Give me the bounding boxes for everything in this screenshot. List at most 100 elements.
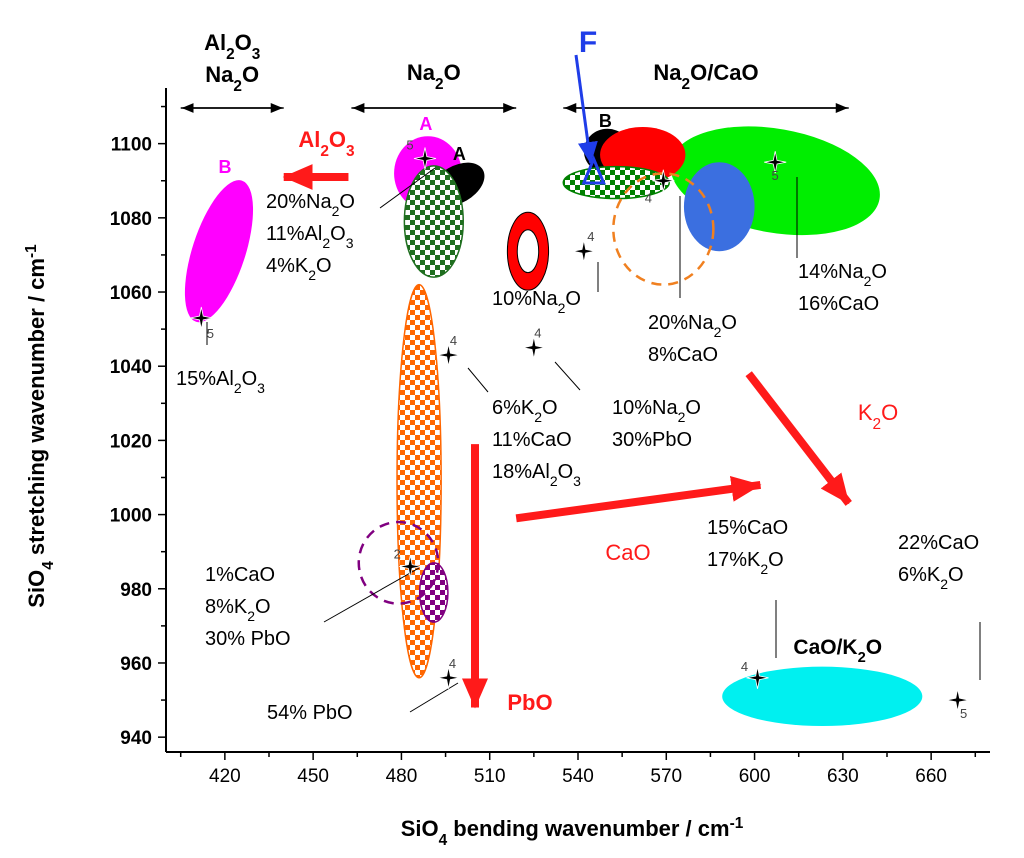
region-ellipse xyxy=(722,666,923,727)
x-tick-label: 420 xyxy=(209,766,241,787)
x-tick-label: 540 xyxy=(562,766,594,787)
point-label: 8%CaO xyxy=(648,344,718,366)
point-label: 4%K2O xyxy=(266,255,332,283)
point-label: 17%K2O xyxy=(707,549,784,577)
x-tick-label: 600 xyxy=(739,766,771,787)
y-tick-label: 960 xyxy=(120,654,152,675)
data-point xyxy=(190,306,213,330)
leader-line xyxy=(467,367,489,393)
point-label: 30% PbO xyxy=(205,628,291,650)
axes: 420 450 480 510 540 570 600 630 660 940 960 980 1000… xyxy=(23,88,990,849)
marker-arrow xyxy=(574,54,598,165)
y-tick-label: 1040 xyxy=(110,357,152,378)
point-label: 18%Al2O3 xyxy=(492,461,581,489)
y-tick-label: 1000 xyxy=(110,506,152,527)
leader-line xyxy=(379,167,436,209)
point-label: 11%CaO xyxy=(492,429,572,451)
point-count: 4 xyxy=(645,191,652,206)
data-point xyxy=(437,666,460,689)
point-label: 15%Al2O3 xyxy=(176,368,265,396)
y-tick-label: 1080 xyxy=(110,209,152,230)
point-label: 6%K2O xyxy=(898,564,964,592)
region-ellipse xyxy=(683,162,755,252)
trend-arrow xyxy=(745,371,852,506)
trend-label: Al2O3 xyxy=(298,127,354,160)
point-label: 20%Na2O xyxy=(648,312,737,340)
point-count: 4 xyxy=(741,659,748,674)
point-count: 5 xyxy=(772,168,779,183)
data-point xyxy=(764,151,787,174)
region-label: B xyxy=(218,157,231,177)
region-label: B xyxy=(599,111,612,131)
x-tick-label: 570 xyxy=(650,766,682,787)
y-tick-label: 940 xyxy=(120,728,152,749)
point-label: 8%K2O xyxy=(205,596,271,624)
point-count: 4 xyxy=(450,333,457,348)
trend-arrow xyxy=(515,475,762,523)
y-axis-title: SiO4 stretching wavenumber / cm-1 xyxy=(23,244,57,608)
regions: B A A B F xyxy=(184,26,923,727)
x-tick-label: 630 xyxy=(827,766,859,787)
point-label: 54% PbO xyxy=(267,702,353,724)
data-point xyxy=(413,147,437,170)
group-header: Na2O/CaO xyxy=(653,60,758,93)
y-tick-label: 1100 xyxy=(111,135,152,156)
x-tick-label: 510 xyxy=(474,766,506,787)
point-count: 2 xyxy=(394,547,401,562)
point-count: 5 xyxy=(406,137,413,152)
data-points: 5 5 4 2 4 4 4 4 5 4 5 xyxy=(190,137,969,721)
x-tick-label: 450 xyxy=(297,766,329,787)
group-header: Al2O3 xyxy=(204,30,260,63)
trend-arrows: Al2O3 CaO PbO K2O xyxy=(282,127,898,715)
point-label: 11%Al2O3 xyxy=(266,223,354,251)
data-point xyxy=(746,666,769,689)
y-tick-label: 980 xyxy=(120,580,152,601)
x-tick-label: 660 xyxy=(915,766,947,787)
region-ellipse xyxy=(418,562,449,623)
group-header: CaO/K2O xyxy=(793,636,882,666)
point-count: 4 xyxy=(587,229,594,244)
point-count: 4 xyxy=(534,326,541,341)
data-point xyxy=(652,169,675,192)
point-label: 14%Na2O xyxy=(798,261,887,289)
y-tick-label: 1020 xyxy=(110,431,152,452)
data-point xyxy=(946,689,969,712)
point-count: 5 xyxy=(207,326,214,341)
point-label: 10%Na2O xyxy=(612,397,701,425)
leader-line xyxy=(409,682,459,713)
data-point xyxy=(572,240,595,263)
region-ellipse xyxy=(403,165,464,278)
region-ellipse xyxy=(562,165,670,200)
marker-label-f: F xyxy=(579,26,597,59)
dashed-region xyxy=(612,172,715,286)
point-count: 4 xyxy=(449,656,456,671)
point-label: 16%CaO xyxy=(798,293,879,315)
dashed-region xyxy=(357,520,440,605)
point-label: 20%Na2O xyxy=(266,191,355,219)
x-axis-title: SiO4 bending wavenumber / cm-1 xyxy=(401,815,744,849)
point-count: 5 xyxy=(960,706,967,721)
point-label: 30%PbO xyxy=(612,429,692,451)
trend-label: PbO xyxy=(507,690,552,715)
leader-line xyxy=(323,567,420,623)
leader-lines xyxy=(206,167,981,713)
point-labels: 15%Al2O3 20%Na2O 11%Al2O3 4%K2O 6%K2O 11%CaO 1… xyxy=(176,191,979,724)
data-point xyxy=(399,555,422,578)
trend-label: CaO xyxy=(605,540,650,565)
region-ellipse xyxy=(184,180,254,323)
point-label: 15%CaO xyxy=(707,517,788,539)
trend-label: K2O xyxy=(858,400,898,433)
data-point xyxy=(437,344,460,367)
region-label: A xyxy=(453,144,466,164)
group-header: Na2O xyxy=(407,60,461,93)
group-header: Na2O xyxy=(205,62,259,95)
point-label: 22%CaO xyxy=(898,532,979,554)
data-point xyxy=(522,336,545,359)
marker-triangle xyxy=(581,155,606,185)
region-label: A xyxy=(419,114,432,134)
leader-line xyxy=(554,361,581,391)
y-tick-label: 1060 xyxy=(110,283,152,304)
region-ring-hole xyxy=(516,229,540,274)
